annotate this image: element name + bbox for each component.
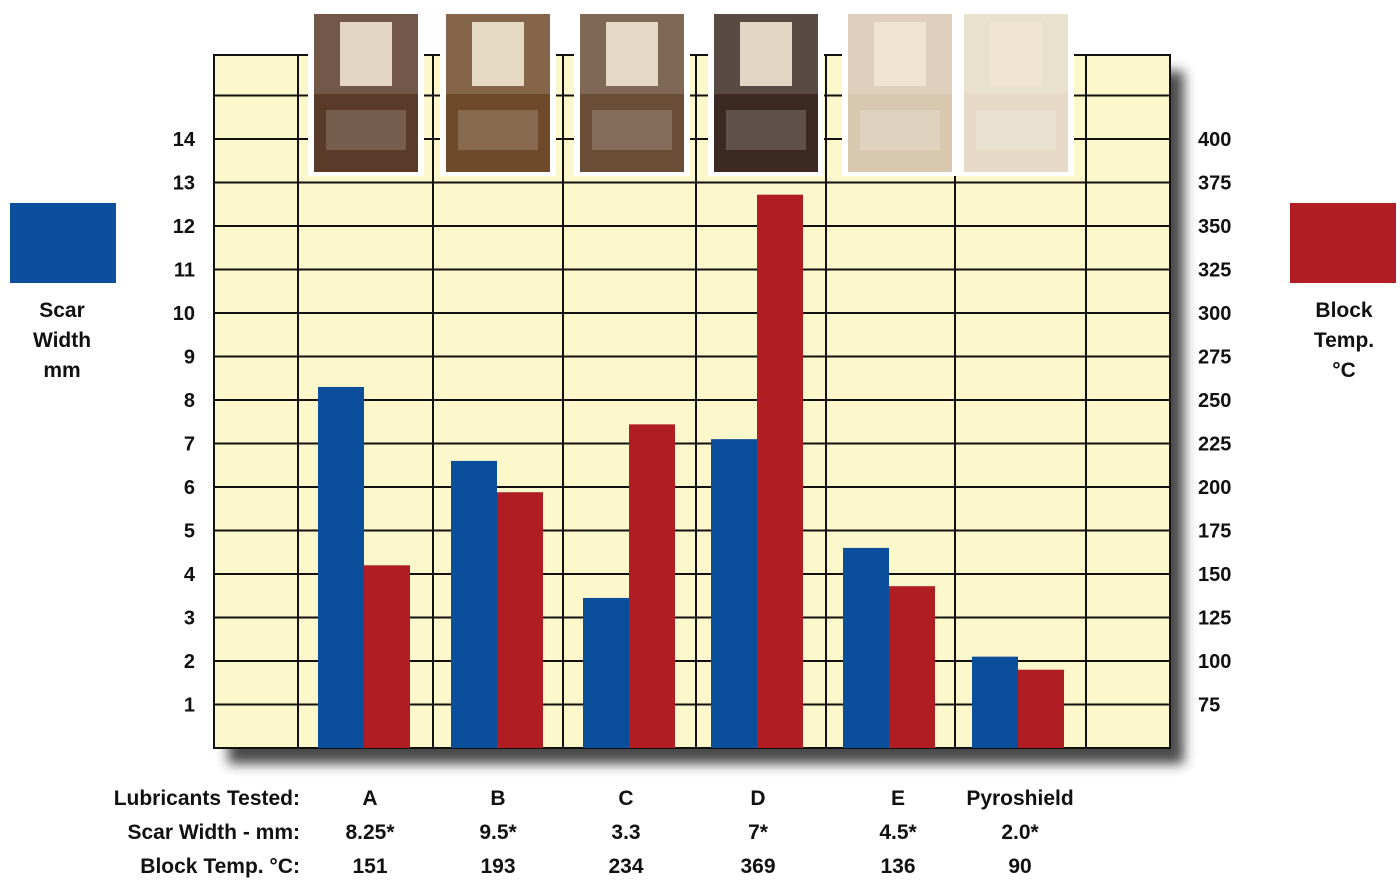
right-axis-tick-label: 100 [1198, 651, 1231, 673]
left-axis-tick-label: 5 [184, 521, 195, 543]
sample-block-image-c [574, 8, 690, 176]
sample-block-front [314, 94, 418, 172]
right-axis-tick-label: 350 [1198, 216, 1231, 238]
bar-scar-width-pyroshield [972, 656, 1018, 748]
block-temp-e: 136 [880, 855, 916, 878]
left-axis-tick-label: 1 [184, 695, 195, 717]
sample-block-image-a [308, 8, 424, 176]
bar-block-temp-pyroshield [1018, 669, 1064, 748]
sample-block-highlight [860, 110, 940, 150]
block-temp-legend-swatch [1290, 203, 1396, 283]
sample-block-highlight [458, 110, 538, 150]
left-axis-tick-label: 12 [173, 216, 195, 238]
scar-width-a: 8.25* [345, 821, 395, 844]
sample-block-scar [740, 22, 792, 86]
left-axis-tick-label: 3 [184, 608, 195, 630]
left-axis-tick-label: 13 [173, 173, 195, 195]
right-axis-tick-label: 175 [1198, 521, 1231, 543]
sample-block-front [848, 94, 952, 172]
bar-block-temp-e [889, 586, 935, 748]
block-temp-row-label: Block Temp. °C: [140, 855, 300, 878]
right-axis-tick-label: 150 [1198, 564, 1231, 586]
right-axis-tick-label: 75 [1198, 695, 1220, 717]
sample-block-scar [340, 22, 392, 86]
lubricant-pyroshield: Pyroshield [966, 787, 1074, 810]
sample-block-front [964, 94, 1068, 172]
sample-block-image-b [440, 8, 556, 176]
lubricant-b: B [490, 787, 506, 810]
right-axis-tick-label: 200 [1198, 477, 1231, 499]
block-temp-a: 151 [352, 855, 388, 878]
right-axis-tick-label: 300 [1198, 303, 1231, 325]
scar-width-d: 7* [748, 821, 768, 844]
left-axis-tick-label: 7 [184, 434, 195, 456]
block-temp-legend-label: Block Temp. °C [1313, 299, 1375, 382]
bar-scar-width-d [711, 439, 757, 748]
left-axis-tick-label: 9 [184, 347, 195, 369]
right-axis-tick-label: 225 [1198, 434, 1231, 456]
left-axis-tick-label: 14 [173, 129, 196, 151]
block-temp-row: Block Temp. °C: 151 193 234 369 136 90 [0, 855, 1400, 885]
bar-scar-width-b [451, 460, 497, 748]
scar-width-pyroshield: 2.0* [1001, 821, 1039, 844]
sample-block-image-d [708, 8, 824, 176]
lubricants-row-label: Lubricants Tested: [113, 787, 300, 810]
bar-scar-width-c [583, 597, 629, 748]
sample-block-scar [874, 22, 926, 86]
left-axis-tick-label: 8 [184, 390, 195, 412]
right-axis-tick-label: 375 [1198, 173, 1231, 195]
scar-width-legend-swatch [10, 203, 116, 283]
sample-block-image-e [842, 8, 958, 176]
left-axis-tick-label: 4 [184, 564, 196, 586]
sample-block-front [446, 94, 550, 172]
lubricant-d: D [750, 787, 766, 810]
right-axis-tick-label: 125 [1198, 608, 1231, 630]
bar-scar-width-e [843, 547, 889, 748]
block-temp-b: 193 [480, 855, 516, 878]
sample-block-highlight [976, 110, 1056, 150]
left-axis-tick-label: 10 [173, 303, 195, 325]
lubricant-a: A [362, 787, 378, 810]
sample-block-image-pyroshield [958, 8, 1074, 176]
scar-width-e: 4.5* [879, 821, 917, 844]
right-axis-tick-label: 325 [1198, 260, 1231, 282]
left-axis-tick-label: 11 [174, 260, 195, 282]
block-temp-c: 234 [608, 855, 644, 878]
right-axis-tick-label: 250 [1198, 390, 1231, 412]
scar-width-row: Scar Width - mm: 8.25* 9.5* 3.3 7* 4.5* … [0, 821, 1400, 851]
lubricants-row: Lubricants Tested: A B C D E Pyroshield [0, 787, 1400, 817]
bar-block-temp-c [629, 424, 675, 748]
block-temp-pyroshield: 90 [1008, 855, 1032, 878]
left-axis-tick-label: 6 [184, 477, 195, 499]
lubricant-e: E [890, 787, 905, 810]
bar-block-temp-b [497, 492, 543, 748]
block-temp-d: 369 [740, 855, 776, 878]
sample-block-highlight [326, 110, 406, 150]
bar-block-temp-d [757, 194, 803, 748]
sample-block-highlight [592, 110, 672, 150]
right-axis-tick-label: 400 [1198, 129, 1231, 151]
lubricant-c: C [618, 787, 634, 810]
scar-width-legend-label: Scar Width mm [32, 299, 92, 382]
sample-block-scar [990, 22, 1042, 86]
sample-block-scar [606, 22, 658, 86]
sample-block-front [580, 94, 684, 172]
sample-block-scar [472, 22, 524, 86]
bar-block-temp-a [364, 565, 410, 748]
left-axis-tick-label: 2 [184, 651, 195, 673]
sample-block-front [714, 94, 818, 172]
scar-width-b: 9.5* [479, 821, 517, 844]
scar-width-row-label: Scar Width - mm: [127, 821, 301, 844]
scar-width-c: 3.3 [611, 821, 641, 844]
right-axis-tick-label: 275 [1198, 347, 1231, 369]
sample-block-highlight [726, 110, 806, 150]
bar-scar-width-a [318, 386, 364, 748]
